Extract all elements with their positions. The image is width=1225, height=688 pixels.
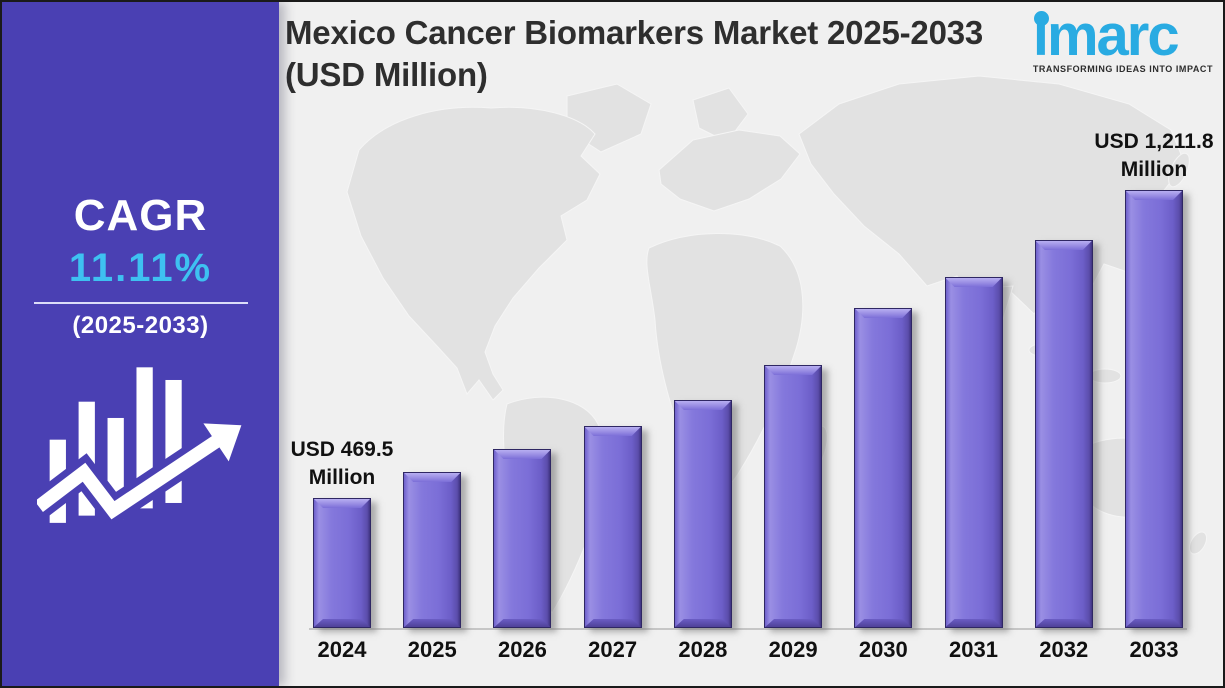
axis-label-2027: 2027 bbox=[588, 637, 638, 662]
axis-label-2031: 2031 bbox=[949, 637, 999, 662]
value-label-2024-line2: Million bbox=[308, 465, 376, 489]
sidebar: CAGR 11.11% (2025-2033) bbox=[2, 2, 279, 686]
bar-2025: 2025 bbox=[403, 472, 462, 662]
value-label-2024: USD 469.5 Million bbox=[247, 436, 437, 491]
main-area: Mexico Cancer Biomarkers Market 2025-203… bbox=[279, 2, 1223, 686]
cagr-divider bbox=[33, 302, 248, 304]
page-title: Mexico Cancer Biomarkers Market 2025-203… bbox=[285, 12, 1075, 96]
imarc-logo-text: imarc bbox=[1032, 3, 1180, 68]
cagr-period: (2025-2033) bbox=[72, 312, 209, 339]
axis-label-2025: 2025 bbox=[407, 637, 457, 662]
axis-label-2024: 2024 bbox=[317, 637, 367, 662]
bar-plot: 2024 USD 469.5 Million 2025 2026 2027 2028 2029… bbox=[291, 130, 1214, 662]
bar-2028: 2028 bbox=[673, 400, 732, 662]
value-label-2033-line1: USD 1,211.8 bbox=[1094, 130, 1214, 154]
bar-2024: 2024 USD 469.5 Million bbox=[291, 438, 394, 662]
bar-2029: 2029 bbox=[764, 365, 823, 662]
bar-2027: 2027 bbox=[583, 426, 642, 662]
bar-2032: 2032 bbox=[1034, 240, 1093, 662]
value-label-2033: USD 1,211.8 Million bbox=[1059, 128, 1223, 183]
bar-2033: 2033 USD 1,211.8 Million bbox=[1094, 130, 1213, 662]
cagr-value: 11.11% bbox=[68, 246, 213, 290]
cagr-block: CAGR 11.11% (2025-2033) bbox=[2, 194, 279, 340]
axis-label-2026: 2026 bbox=[497, 637, 547, 662]
bar-2026: 2026 bbox=[493, 449, 552, 662]
axis-label-2030: 2030 bbox=[858, 637, 908, 662]
bar-chart: 2024 USD 469.5 Million 2025 2026 2027 2028 2029… bbox=[291, 130, 1214, 662]
value-label-2033-line2: Million bbox=[1120, 157, 1188, 181]
page-title-line2: (USD Million) bbox=[285, 56, 488, 94]
bar-2030: 2030 bbox=[854, 308, 913, 662]
page-title-line1: Mexico Cancer Biomarkers Market 2025-203… bbox=[285, 14, 984, 51]
growth-bar-chart-arrow-icon bbox=[36, 367, 241, 529]
imarc-logo-dot-icon bbox=[1033, 11, 1049, 26]
axis-label-2028: 2028 bbox=[678, 637, 728, 662]
axis-label-2029: 2029 bbox=[768, 637, 818, 662]
bar-2031: 2031 bbox=[944, 277, 1003, 662]
imarc-logo-tagline: TRANSFORMING IDEAS INTO IMPACT bbox=[1032, 63, 1213, 74]
imarc-logo-wordmark: imarc bbox=[1032, 3, 1180, 68]
value-label-2024-line1: USD 469.5 bbox=[290, 438, 394, 462]
cagr-label: CAGR bbox=[73, 191, 208, 240]
axis-label-2032: 2032 bbox=[1039, 637, 1089, 662]
axis-label-2033: 2033 bbox=[1129, 637, 1179, 662]
imarc-logo: imarc TRANSFORMING IDEAS INTO IMPACT bbox=[1033, 4, 1213, 74]
